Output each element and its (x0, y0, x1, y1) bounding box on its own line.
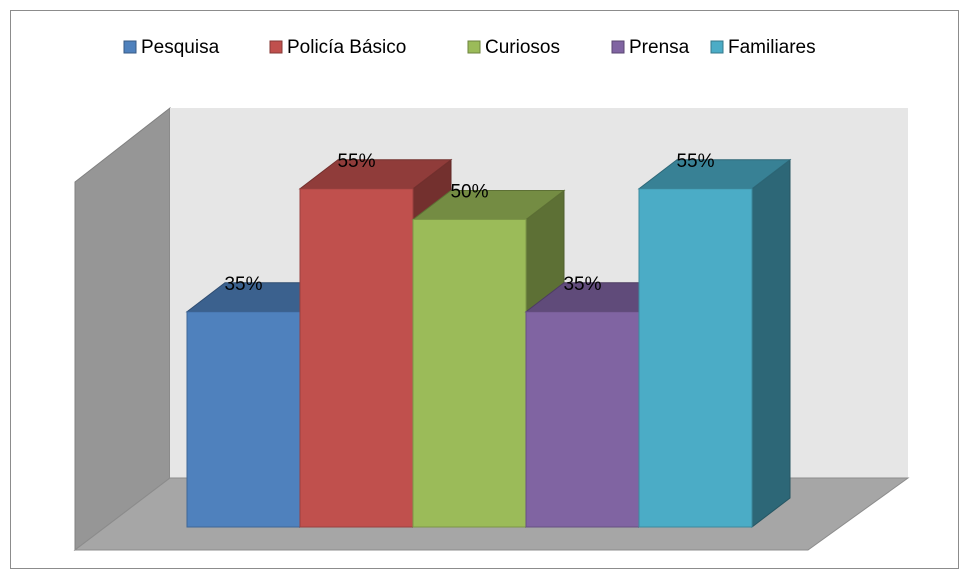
data-label: 35% (224, 274, 262, 295)
bar (525, 311, 640, 528)
legend-swatch (611, 40, 625, 54)
data-label: 55% (337, 151, 375, 172)
legend-label: Familiares (728, 37, 816, 58)
legend-label: Pesquisa (141, 37, 220, 58)
legend-swatch (269, 40, 283, 54)
data-label: 50% (450, 182, 488, 203)
legend-label: Prensa (629, 37, 690, 58)
bar (186, 311, 301, 528)
data-label: 35% (563, 274, 601, 295)
legend-label: Policía Básico (287, 37, 406, 58)
side-wall (74, 106, 171, 552)
legend-swatch (710, 40, 724, 54)
legend-swatch (467, 40, 481, 54)
bar-side (751, 158, 791, 529)
legend-swatch (123, 40, 137, 54)
data-label: 55% (676, 151, 714, 172)
bar (638, 188, 753, 528)
bar (412, 219, 527, 528)
bar (299, 188, 414, 528)
legend-label: Curiosos (485, 37, 560, 58)
